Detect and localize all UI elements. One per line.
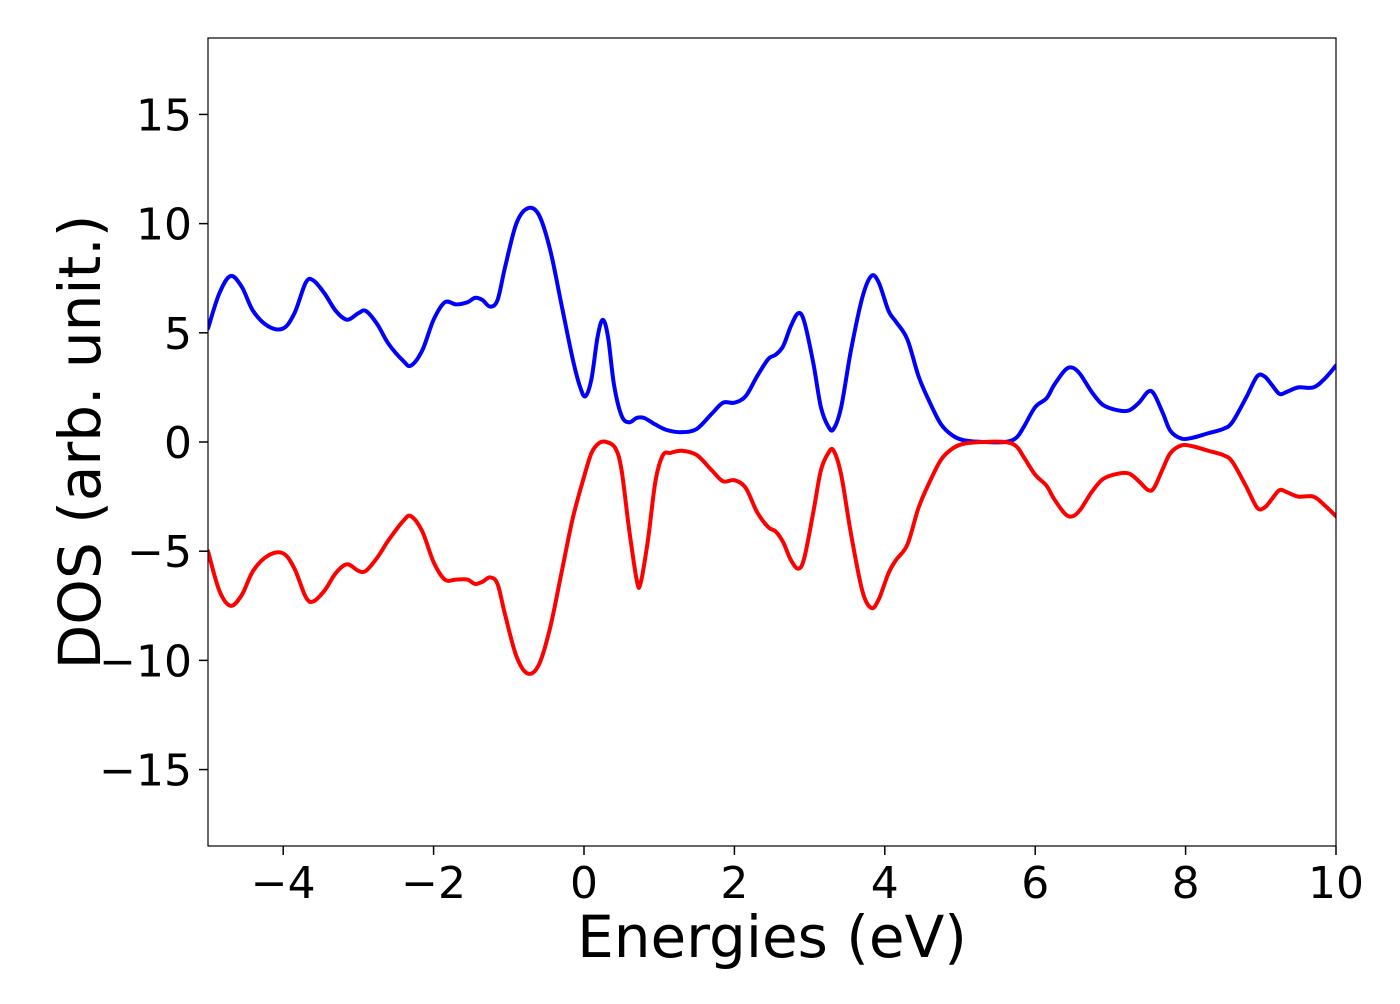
y-tick-label: −15 <box>99 746 192 797</box>
y-tick-label: −10 <box>99 636 192 687</box>
y-tick-label: 10 <box>136 200 192 251</box>
y-tick-label: −5 <box>127 527 192 578</box>
plot-frame <box>207 37 1337 847</box>
x-tick-label: 6 <box>1021 858 1049 909</box>
x-tick-label: 0 <box>570 858 598 909</box>
x-tick-label: −4 <box>251 858 316 909</box>
x-tick-label: 8 <box>1172 858 1200 909</box>
x-tick-label: 4 <box>871 858 899 909</box>
y-tick-label: 0 <box>164 418 192 469</box>
axis-layer: −4 −2 0 2 4 6 8 10 15 10 5 0 −5 −10 −15 <box>99 37 1364 909</box>
x-tick-label: 2 <box>720 858 748 909</box>
y-axis-title: DOS (arb. unit.) <box>46 215 114 670</box>
series-line-1 <box>208 205 1336 445</box>
y-tick-label: 15 <box>136 90 192 141</box>
x-tick-label: 10 <box>1308 858 1364 909</box>
y-tick-label: 5 <box>164 309 192 360</box>
x-axis-title: Energies (eV) <box>577 903 967 971</box>
series-layer <box>208 205 1336 676</box>
x-tick-label: −2 <box>401 858 466 909</box>
series-line-2 <box>208 439 1336 676</box>
